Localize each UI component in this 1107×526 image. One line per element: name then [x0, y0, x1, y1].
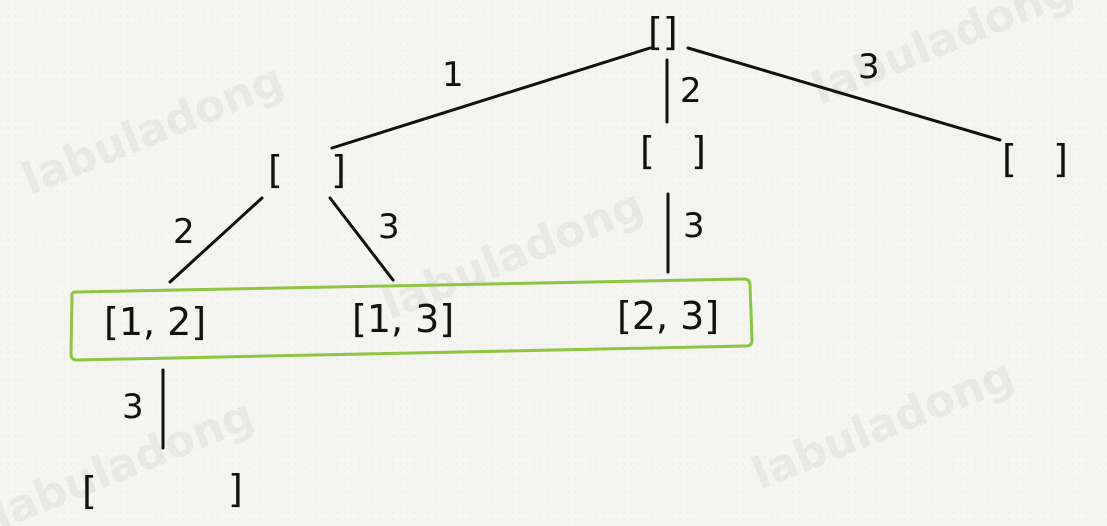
- nodes: [] [ ] [ ] [ ] [1, 2] [1, 3] [2, 3] [ ]: [82, 10, 1068, 513]
- edge-label-a-leaf: 3: [122, 387, 144, 427]
- watermark-3: labuladong: [745, 349, 1021, 500]
- node-level3-left-close: ]: [228, 467, 243, 511]
- edge-label-root-left: 1: [442, 55, 464, 95]
- node-1-2: [1, 2]: [104, 300, 206, 344]
- edge-label-root-right: 3: [858, 47, 880, 87]
- edge-label-left-a: 2: [173, 212, 195, 252]
- edges: [161, 46, 1002, 450]
- result-highlight-box: [69, 277, 754, 362]
- edge-label-root-middle: 2: [680, 71, 702, 111]
- node-root: []: [648, 10, 678, 54]
- edge-root-left: [330, 46, 652, 150]
- edge-label-middle-c: 3: [683, 206, 705, 246]
- edge-label-left-b: 3: [378, 207, 400, 247]
- node-level1-left: [ ]: [268, 148, 346, 192]
- node-level1-right: [ ]: [1002, 137, 1068, 181]
- node-2-3: [2, 3]: [617, 294, 719, 338]
- edge-left-b: [328, 196, 395, 282]
- edge-root-right: [686, 46, 1002, 142]
- watermark-4: labuladong: [805, 0, 1081, 115]
- edge-labels: 1 2 3 2 3 3 3: [122, 47, 880, 427]
- node-level3-left-open: [: [82, 469, 97, 513]
- watermark-1: labuladong: [15, 54, 291, 205]
- node-1-3: [1, 3]: [352, 297, 454, 341]
- edge-left-a: [168, 196, 264, 284]
- node-level1-middle: [ ]: [640, 129, 706, 173]
